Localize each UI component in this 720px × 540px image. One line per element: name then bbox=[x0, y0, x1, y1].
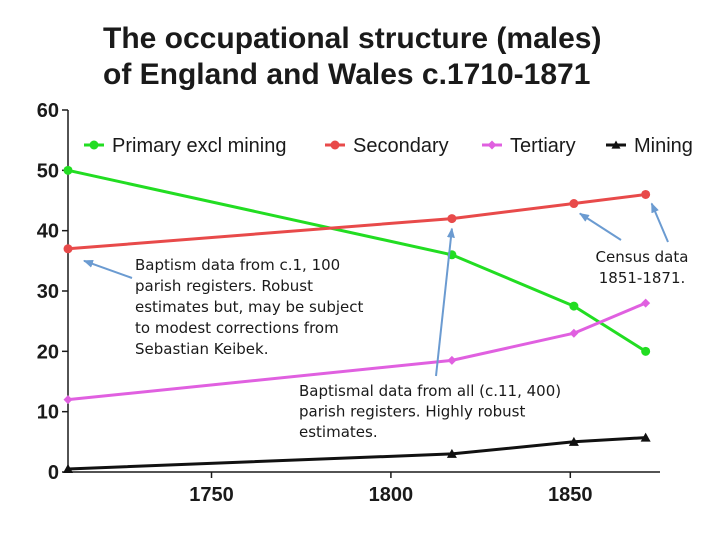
y-tick-label: 10 bbox=[37, 402, 59, 424]
y-tick-label: 60 bbox=[37, 100, 59, 122]
annotation-line: Census data bbox=[596, 248, 689, 266]
y-tick-label: 40 bbox=[37, 221, 59, 243]
legend-swatch-marker bbox=[611, 140, 621, 149]
legend-label: Tertiary bbox=[510, 135, 576, 157]
chart-title-line-2: of England and Wales c.1710-1871 bbox=[103, 58, 590, 91]
tick-group: 0 10 20 30 40 50 60 1750 1800 1850 bbox=[37, 100, 593, 506]
series-line bbox=[67, 301, 647, 402]
y-tick-label: 0 bbox=[48, 462, 59, 484]
annotation-arrow bbox=[83, 259, 133, 279]
legend-swatch-marker bbox=[330, 140, 340, 150]
data-point bbox=[446, 448, 457, 458]
data-point bbox=[63, 463, 73, 473]
legend-swatch-marker bbox=[487, 140, 497, 150]
annotation-line: 1851-1871. bbox=[599, 269, 686, 287]
x-tick-label: 1750 bbox=[189, 484, 234, 506]
data-point bbox=[569, 301, 579, 311]
annotation-line: Baptismal data from all (c.11, 400) bbox=[299, 382, 561, 400]
y-tick-label: 50 bbox=[37, 160, 59, 182]
annotation-line: to modest corrections from bbox=[135, 319, 339, 337]
annotation-line: Baptism data from c.1, 100 bbox=[135, 256, 340, 274]
data-point bbox=[447, 355, 457, 365]
data-point bbox=[568, 436, 579, 446]
data-point bbox=[447, 214, 457, 224]
annotation-baptismal-all: Baptismal data from all (c.11, 400) paris… bbox=[299, 382, 561, 441]
data-point bbox=[641, 189, 651, 199]
legend-item: Secondary bbox=[325, 135, 449, 157]
data-point bbox=[569, 199, 579, 209]
data-point bbox=[63, 165, 73, 175]
data-point bbox=[63, 244, 73, 254]
y-tick-label: 30 bbox=[37, 281, 59, 303]
series bbox=[63, 298, 651, 405]
annotation-line: parish registers. Highly robust bbox=[299, 403, 525, 421]
series-line bbox=[67, 168, 647, 353]
data-point bbox=[641, 298, 651, 308]
legend-item: Primary excl mining bbox=[84, 135, 286, 157]
series bbox=[63, 432, 651, 473]
annotations: Baptism data from c.1, 100 parish registe… bbox=[83, 202, 689, 441]
data-point bbox=[569, 328, 579, 338]
data-point bbox=[640, 432, 651, 442]
legend-label: Primary excl mining bbox=[112, 135, 286, 157]
legend-item: Tertiary bbox=[482, 135, 576, 157]
annotation-arrow bbox=[579, 212, 622, 241]
annotation-census: Census data 1851-1871. bbox=[596, 248, 689, 287]
series bbox=[63, 189, 651, 254]
legend-label: Secondary bbox=[353, 135, 449, 157]
series-line bbox=[67, 436, 646, 471]
legend-label: Mining bbox=[634, 135, 693, 157]
series bbox=[63, 165, 651, 356]
x-tick-label: 1800 bbox=[369, 484, 414, 506]
annotation-line: estimates but, may be subject bbox=[135, 298, 363, 316]
annotation-line: estimates. bbox=[299, 423, 378, 441]
data-point bbox=[63, 395, 73, 405]
y-tick-label: 20 bbox=[37, 341, 59, 363]
legend: Primary excl mining Secondary Tertiary Mini… bbox=[84, 135, 693, 157]
x-tick-label: 1850 bbox=[548, 484, 593, 506]
series-line bbox=[67, 193, 646, 251]
annotation-arrow bbox=[435, 227, 455, 377]
legend-swatch-marker bbox=[89, 140, 99, 150]
legend-item: Mining bbox=[606, 135, 693, 157]
data-point bbox=[641, 346, 651, 356]
series-group bbox=[63, 165, 651, 473]
annotation-baptism-c100: Baptism data from c.1, 100 parish registe… bbox=[135, 256, 363, 358]
annotation-line: Sebastian Keibek. bbox=[135, 340, 268, 358]
annotation-line: parish registers. Robust bbox=[135, 277, 313, 295]
annotation-arrow bbox=[650, 202, 669, 243]
chart-title-line-1: The occupational structure (males) bbox=[103, 22, 601, 55]
